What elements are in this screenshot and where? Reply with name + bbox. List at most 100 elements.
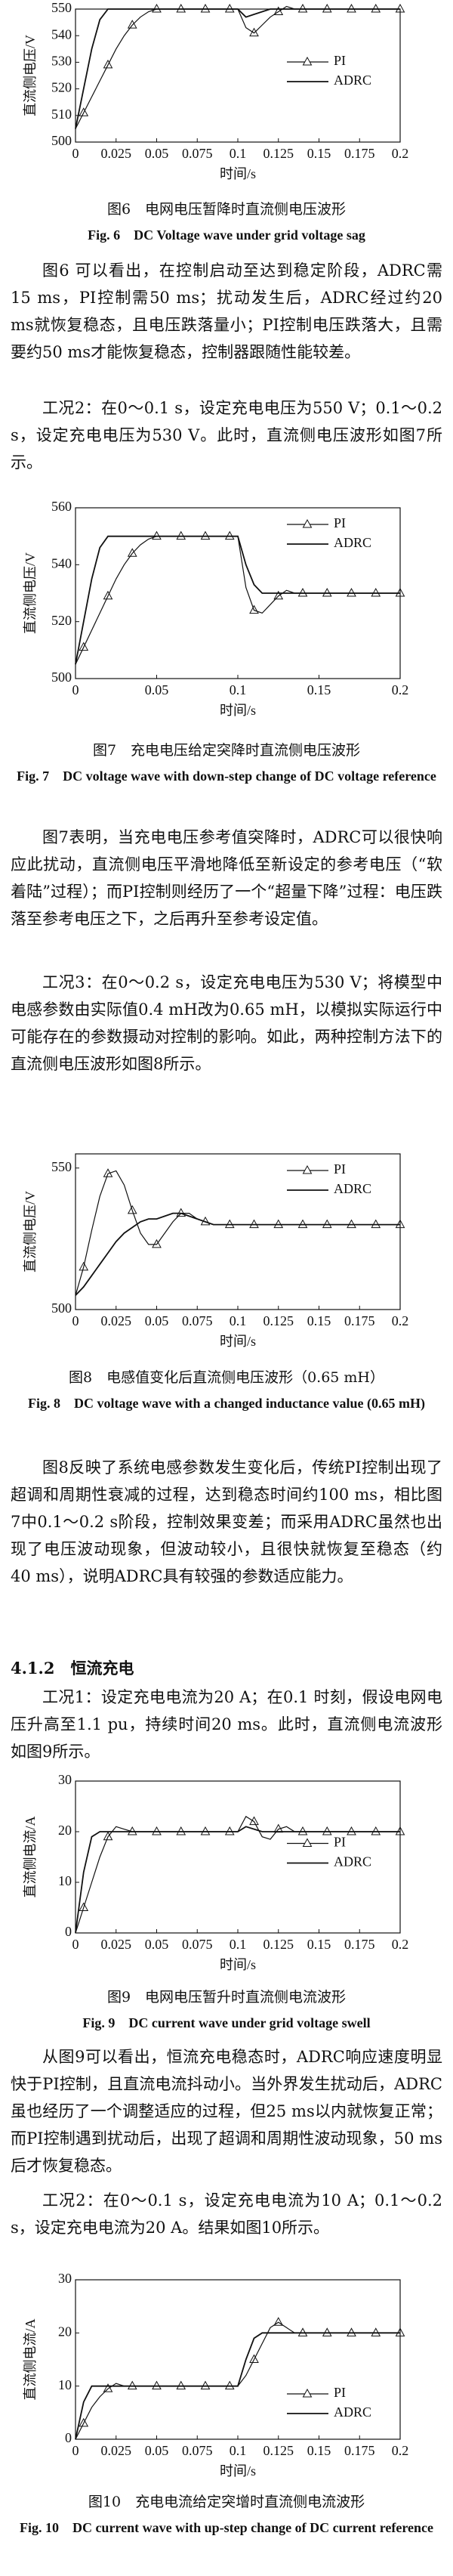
point-marker: [322, 587, 332, 597]
point-marker: [176, 1208, 186, 1217]
series-line: [75, 1816, 400, 1934]
y-axis-label: 直流侧电压/V: [23, 552, 38, 634]
y-tick-label: 540: [51, 26, 72, 42]
x-tick-label: 0.05: [145, 2443, 169, 2458]
point-marker: [297, 2327, 308, 2336]
x-axis-label: 时间/s: [220, 703, 256, 718]
legend-marker: [302, 2388, 313, 2398]
x-axis-label: 时间/s: [220, 2463, 256, 2479]
x-tick-label: 0.15: [307, 682, 331, 697]
paragraph: 图8反映了系统电感参数发生变化后，传统PI控制出现了超调和周期性衰减的过程，达到…: [11, 1458, 442, 1585]
point-marker: [347, 1826, 356, 1835]
y-tick-label: 10: [58, 1873, 72, 1888]
y-tick-label: 550: [51, 1159, 72, 1174]
x-tick-label: 0.2: [392, 682, 409, 697]
x-tick-label: 0.2: [392, 146, 409, 161]
y-axis-label: 直流侧电流/A: [23, 2318, 38, 2400]
caption-en: Fig. 7 DC voltage wave with down-step ch…: [17, 768, 436, 784]
point-marker: [347, 1219, 356, 1229]
point-marker: [297, 1826, 308, 1835]
point-marker: [224, 1826, 235, 1835]
point-marker: [249, 1219, 259, 1229]
point-marker: [79, 107, 89, 116]
point-marker: [127, 548, 137, 557]
x-tick-label: 0.075: [182, 146, 213, 161]
x-tick-label: 0.025: [101, 1313, 132, 1328]
point-marker: [347, 587, 356, 597]
point-marker: [127, 1205, 137, 1214]
x-tick-label: 0.175: [344, 2443, 375, 2458]
point-marker: [152, 530, 162, 540]
caption: 图8 电感值变化后直流侧电压波形（0.65 mH）: [68, 1369, 385, 1386]
paragraph: 工况1：设定充电电流为20 A；在0.1 时刻，假设电网电压升高至1.1 pu，…: [11, 1688, 442, 1761]
paragraph: 图6 可以看出，在控制启动至达到稳定阶段，ADRC需15 ms，PI控制需50 …: [11, 261, 442, 361]
x-tick-label: 0.1: [230, 1937, 247, 1952]
x-tick-label: 0.075: [182, 1937, 213, 1952]
legend-label: ADRC: [334, 73, 371, 88]
point-marker: [176, 1826, 186, 1835]
point-marker: [297, 1219, 308, 1229]
point-marker: [127, 2380, 137, 2390]
point-marker: [127, 1826, 137, 1835]
x-tick-label: 0.125: [263, 2443, 294, 2458]
x-tick-label: 0.1: [230, 682, 247, 697]
series-line: [75, 1826, 400, 1934]
point-marker: [224, 2380, 235, 2390]
legend-marker: [302, 1164, 313, 1174]
point-marker: [249, 27, 259, 37]
x-tick-label: 0.2: [392, 2443, 409, 2458]
point-marker: [297, 3, 308, 13]
y-axis-label: 直流侧电压/V: [23, 35, 38, 116]
caption: 图10 充电电流给定突增时直流侧电流波形: [88, 2494, 365, 2510]
x-tick-label: 0.075: [182, 1313, 213, 1328]
y-tick-label: 0: [65, 2430, 72, 2445]
x-tick-label: 0: [72, 1937, 79, 1952]
x-axis-label: 时间/s: [220, 1957, 256, 1972]
caption-en: Fig. 8 DC voltage wave with a changed in…: [28, 1396, 425, 1411]
series-line: [75, 536, 400, 665]
legend-label: PI: [334, 53, 346, 68]
point-marker: [371, 587, 381, 597]
point-marker: [127, 20, 137, 29]
legend-label: PI: [334, 1835, 346, 1850]
point-marker: [249, 1816, 259, 1826]
y-tick-label: 20: [58, 2324, 72, 2339]
legend-marker: [302, 56, 313, 66]
legend-label: ADRC: [334, 1181, 371, 1196]
figure-6: 500 510 520 530 540 550 0 0.025 0.05 0.075 0.1 0.12…: [23, 0, 409, 181]
point-marker: [297, 587, 308, 597]
point-marker: [79, 1261, 89, 1271]
y-axis-label: 直流侧电流/A: [23, 1816, 38, 1897]
x-tick-label: 0: [72, 682, 79, 697]
x-tick-label: 0.1: [230, 146, 247, 161]
point-marker: [152, 2380, 162, 2390]
point-marker: [176, 3, 186, 13]
caption-en: Fig. 9 DC current wave under grid voltag…: [82, 2015, 371, 2030]
point-marker: [79, 1902, 89, 1911]
x-tick-label: 0.05: [145, 1313, 169, 1328]
point-marker: [249, 2354, 259, 2363]
x-axis-label: 时间/s: [220, 1334, 256, 1349]
x-tick-label: 0.2: [392, 1313, 409, 1328]
caption: 图6 电网电压暂降时直流侧电压波形: [106, 201, 347, 218]
point-marker: [200, 3, 211, 13]
point-marker: [371, 1826, 381, 1835]
figure-10: 0 10 20 30 0 0.025 0.05 0.075 0.1 0.125 0.15 0.175 0…: [23, 2271, 409, 2479]
legend-marker: [302, 518, 313, 528]
y-tick-label: 10: [58, 2377, 72, 2392]
series-line: [75, 5, 400, 129]
x-tick-label: 0: [72, 146, 79, 161]
point-marker: [371, 2327, 381, 2336]
y-tick-label: 500: [51, 1300, 72, 1316]
point-marker: [395, 1219, 405, 1229]
point-marker: [200, 1826, 211, 1835]
y-tick-label: 500: [51, 133, 72, 148]
point-marker: [224, 3, 235, 13]
x-tick-label: 0.15: [307, 2443, 331, 2458]
figure-7: 500 520 540 560 0 0.05 0.1 0.15 0.2 时间/s 直流侧电压/V PI…: [23, 499, 409, 718]
y-tick-label: 500: [51, 670, 72, 685]
caption-en: Fig. 6 DC Voltage wave under grid voltag…: [88, 227, 365, 243]
series-line: [75, 535, 400, 665]
point-marker: [395, 1826, 405, 1835]
legend-label: PI: [334, 515, 346, 530]
